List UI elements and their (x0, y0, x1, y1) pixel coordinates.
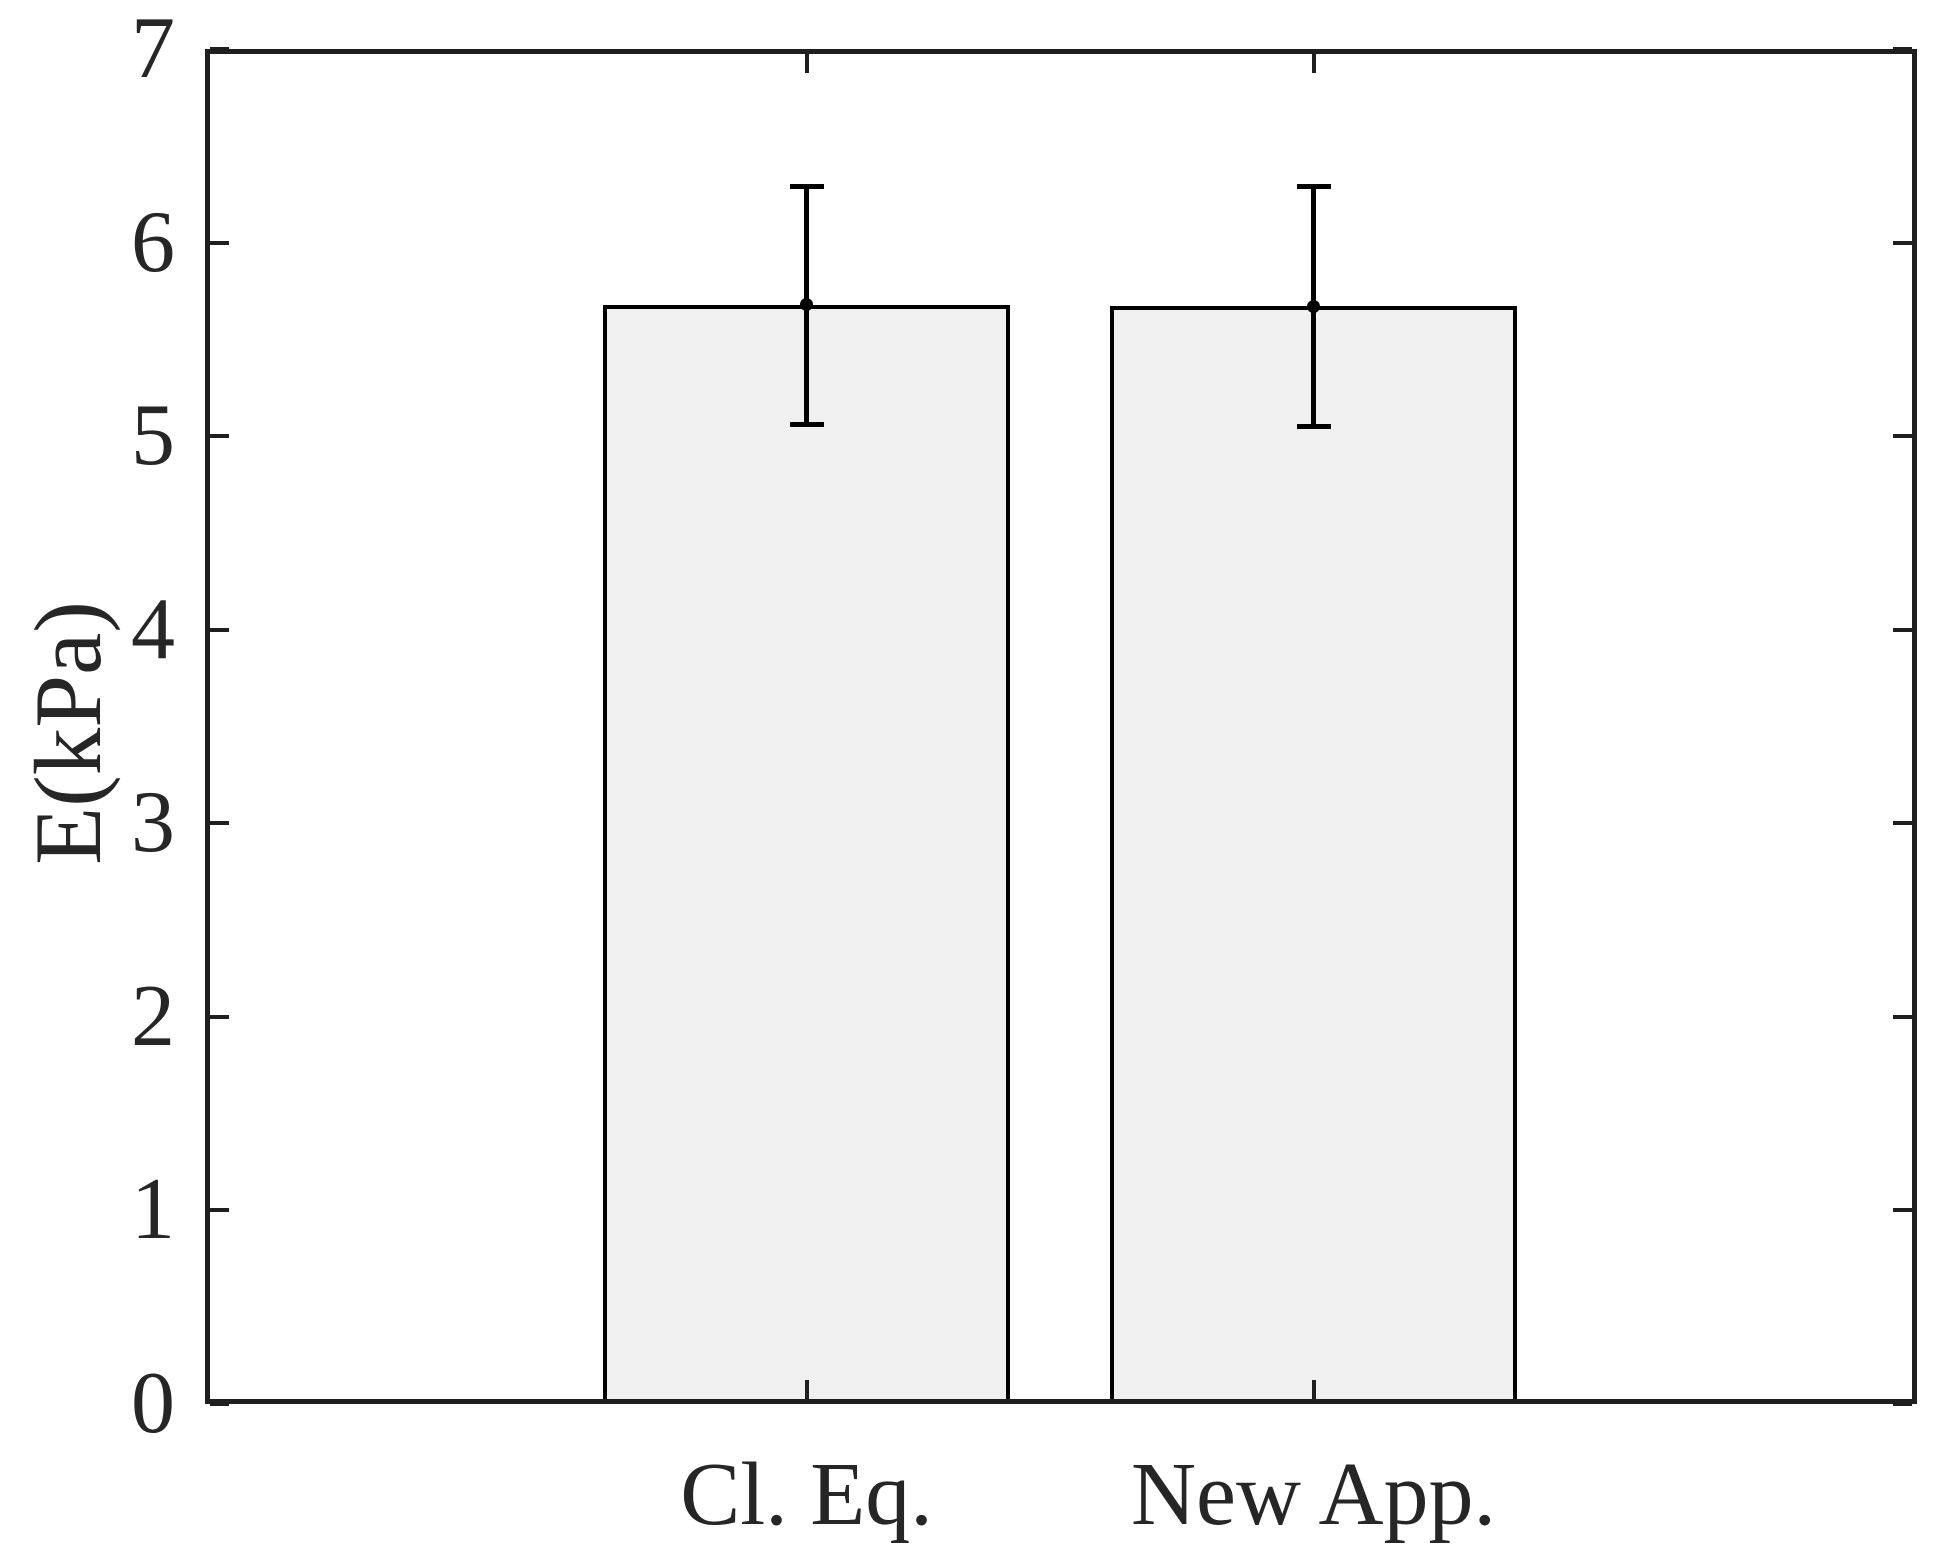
y-tick-label-4: 4 (131, 580, 175, 678)
x-tick-label-new-app: New App. (1131, 1445, 1496, 1544)
errorbar-bottom-cap-cl-eq (789, 422, 824, 428)
y-tick-right-0 (1893, 1402, 1912, 1406)
mean-marker-cl-eq (800, 298, 813, 311)
y-tick-right-3 (1893, 821, 1912, 826)
x-tick-bottom-new-app (1311, 1380, 1316, 1399)
bar-cl-eq (603, 304, 1010, 1399)
y-tick-right-1 (1893, 1208, 1912, 1213)
y-tick-left-2 (210, 1014, 229, 1019)
x-tick-bottom-cl-eq (804, 1380, 809, 1399)
x-tick-top-cl-eq (804, 54, 809, 73)
y-axis-label: E(kPa) (15, 601, 121, 865)
y-tick-label-3: 3 (131, 774, 175, 872)
y-tick-left-7 (210, 47, 229, 51)
y-tick-label-2: 2 (131, 967, 175, 1065)
y-tick-right-2 (1893, 1014, 1912, 1019)
y-tick-left-0 (210, 1402, 229, 1406)
bar-new-app (1110, 306, 1517, 1399)
errorbar-top-cap-new-app (1296, 183, 1331, 189)
y-tick-right-7 (1893, 47, 1912, 51)
x-tick-label-cl-eq: Cl. Eq. (680, 1445, 933, 1544)
errorbar-bottom-cap-new-app (1296, 423, 1331, 429)
y-tick-left-6 (210, 240, 229, 245)
y-tick-right-6 (1893, 240, 1912, 245)
y-tick-left-1 (210, 1208, 229, 1213)
y-tick-label-6: 6 (131, 193, 175, 291)
y-tick-label-1: 1 (131, 1161, 175, 1259)
plot-area (205, 49, 1917, 1404)
y-tick-label-5: 5 (131, 387, 175, 485)
y-tick-right-4 (1893, 627, 1912, 632)
y-tick-left-4 (210, 627, 229, 632)
x-tick-top-new-app (1311, 54, 1316, 73)
y-tick-left-3 (210, 821, 229, 826)
y-tick-label-7: 7 (131, 0, 175, 97)
y-tick-left-5 (210, 434, 229, 439)
y-tick-right-5 (1893, 434, 1912, 439)
errorbar-top-cap-cl-eq (789, 183, 824, 189)
mean-marker-new-app (1307, 299, 1320, 313)
y-tick-label-0: 0 (131, 1355, 175, 1452)
